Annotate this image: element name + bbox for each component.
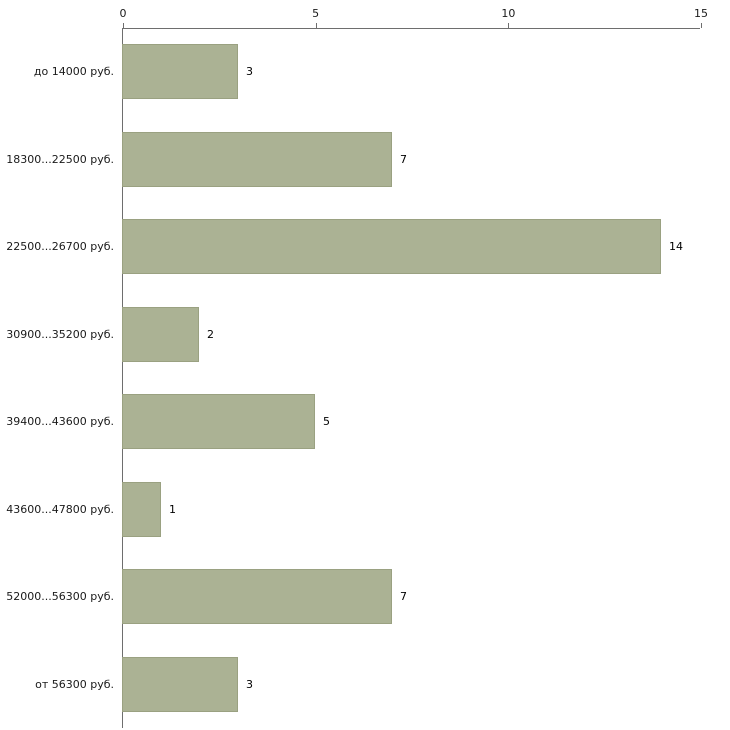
bar-row: 43600...47800 руб. 1 xyxy=(0,466,730,554)
value-label: 5 xyxy=(323,415,330,429)
bar-row: 52000...56300 руб. 7 xyxy=(0,553,730,641)
bar-row: 39400...43600 руб. 5 xyxy=(0,378,730,466)
value-label: 1 xyxy=(169,502,176,516)
value-label: 3 xyxy=(246,677,253,691)
value-label: 7 xyxy=(400,152,407,166)
category-label: 39400...43600 руб. xyxy=(6,415,114,429)
category-label: до 14000 руб. xyxy=(33,65,114,79)
value-label: 7 xyxy=(400,590,407,604)
x-axis-tick-mark xyxy=(123,23,124,28)
value-label: 3 xyxy=(246,65,253,79)
bar-7 xyxy=(122,569,392,625)
bar-5 xyxy=(122,394,315,450)
bar-row: 22500...26700 руб. 14 xyxy=(0,203,730,291)
x-axis-tick-mark xyxy=(701,23,702,28)
bar-row: 18300...22500 руб. 7 xyxy=(0,116,730,204)
bar-row: 30900...35200 руб. 2 xyxy=(0,291,730,379)
bar-14 xyxy=(122,219,661,275)
x-axis-tick-mark xyxy=(315,23,317,28)
x-axis-tick-label: 15 xyxy=(694,7,708,20)
bar-2 xyxy=(122,306,199,362)
category-label: 43600...47800 руб. xyxy=(6,502,114,516)
bar-row: от 56300 руб. 3 xyxy=(0,641,730,729)
category-label: 18300...22500 руб. xyxy=(6,152,114,166)
plot-area: 0 5 10 15 xyxy=(120,7,708,728)
x-axis-tick-label: 10 xyxy=(501,7,516,20)
bar-1 xyxy=(122,481,161,537)
category-label: от 56300 руб. xyxy=(35,677,114,691)
category-label: 52000...56300 руб. xyxy=(6,590,114,604)
x-axis-tick-mark xyxy=(508,23,510,28)
value-label: 2 xyxy=(207,327,214,341)
category-label: 22500...26700 руб. xyxy=(6,240,114,254)
category-label: 30900...35200 руб. xyxy=(6,327,114,341)
bar-row: до 14000 руб. 3 xyxy=(0,28,730,116)
x-axis-tick-label: 0 xyxy=(119,7,127,20)
x-axis-tick-label: 5 xyxy=(312,7,320,20)
bar-3 xyxy=(122,656,238,712)
value-label: 14 xyxy=(669,240,683,254)
bar-3 xyxy=(122,44,238,100)
bar-7 xyxy=(122,131,392,187)
